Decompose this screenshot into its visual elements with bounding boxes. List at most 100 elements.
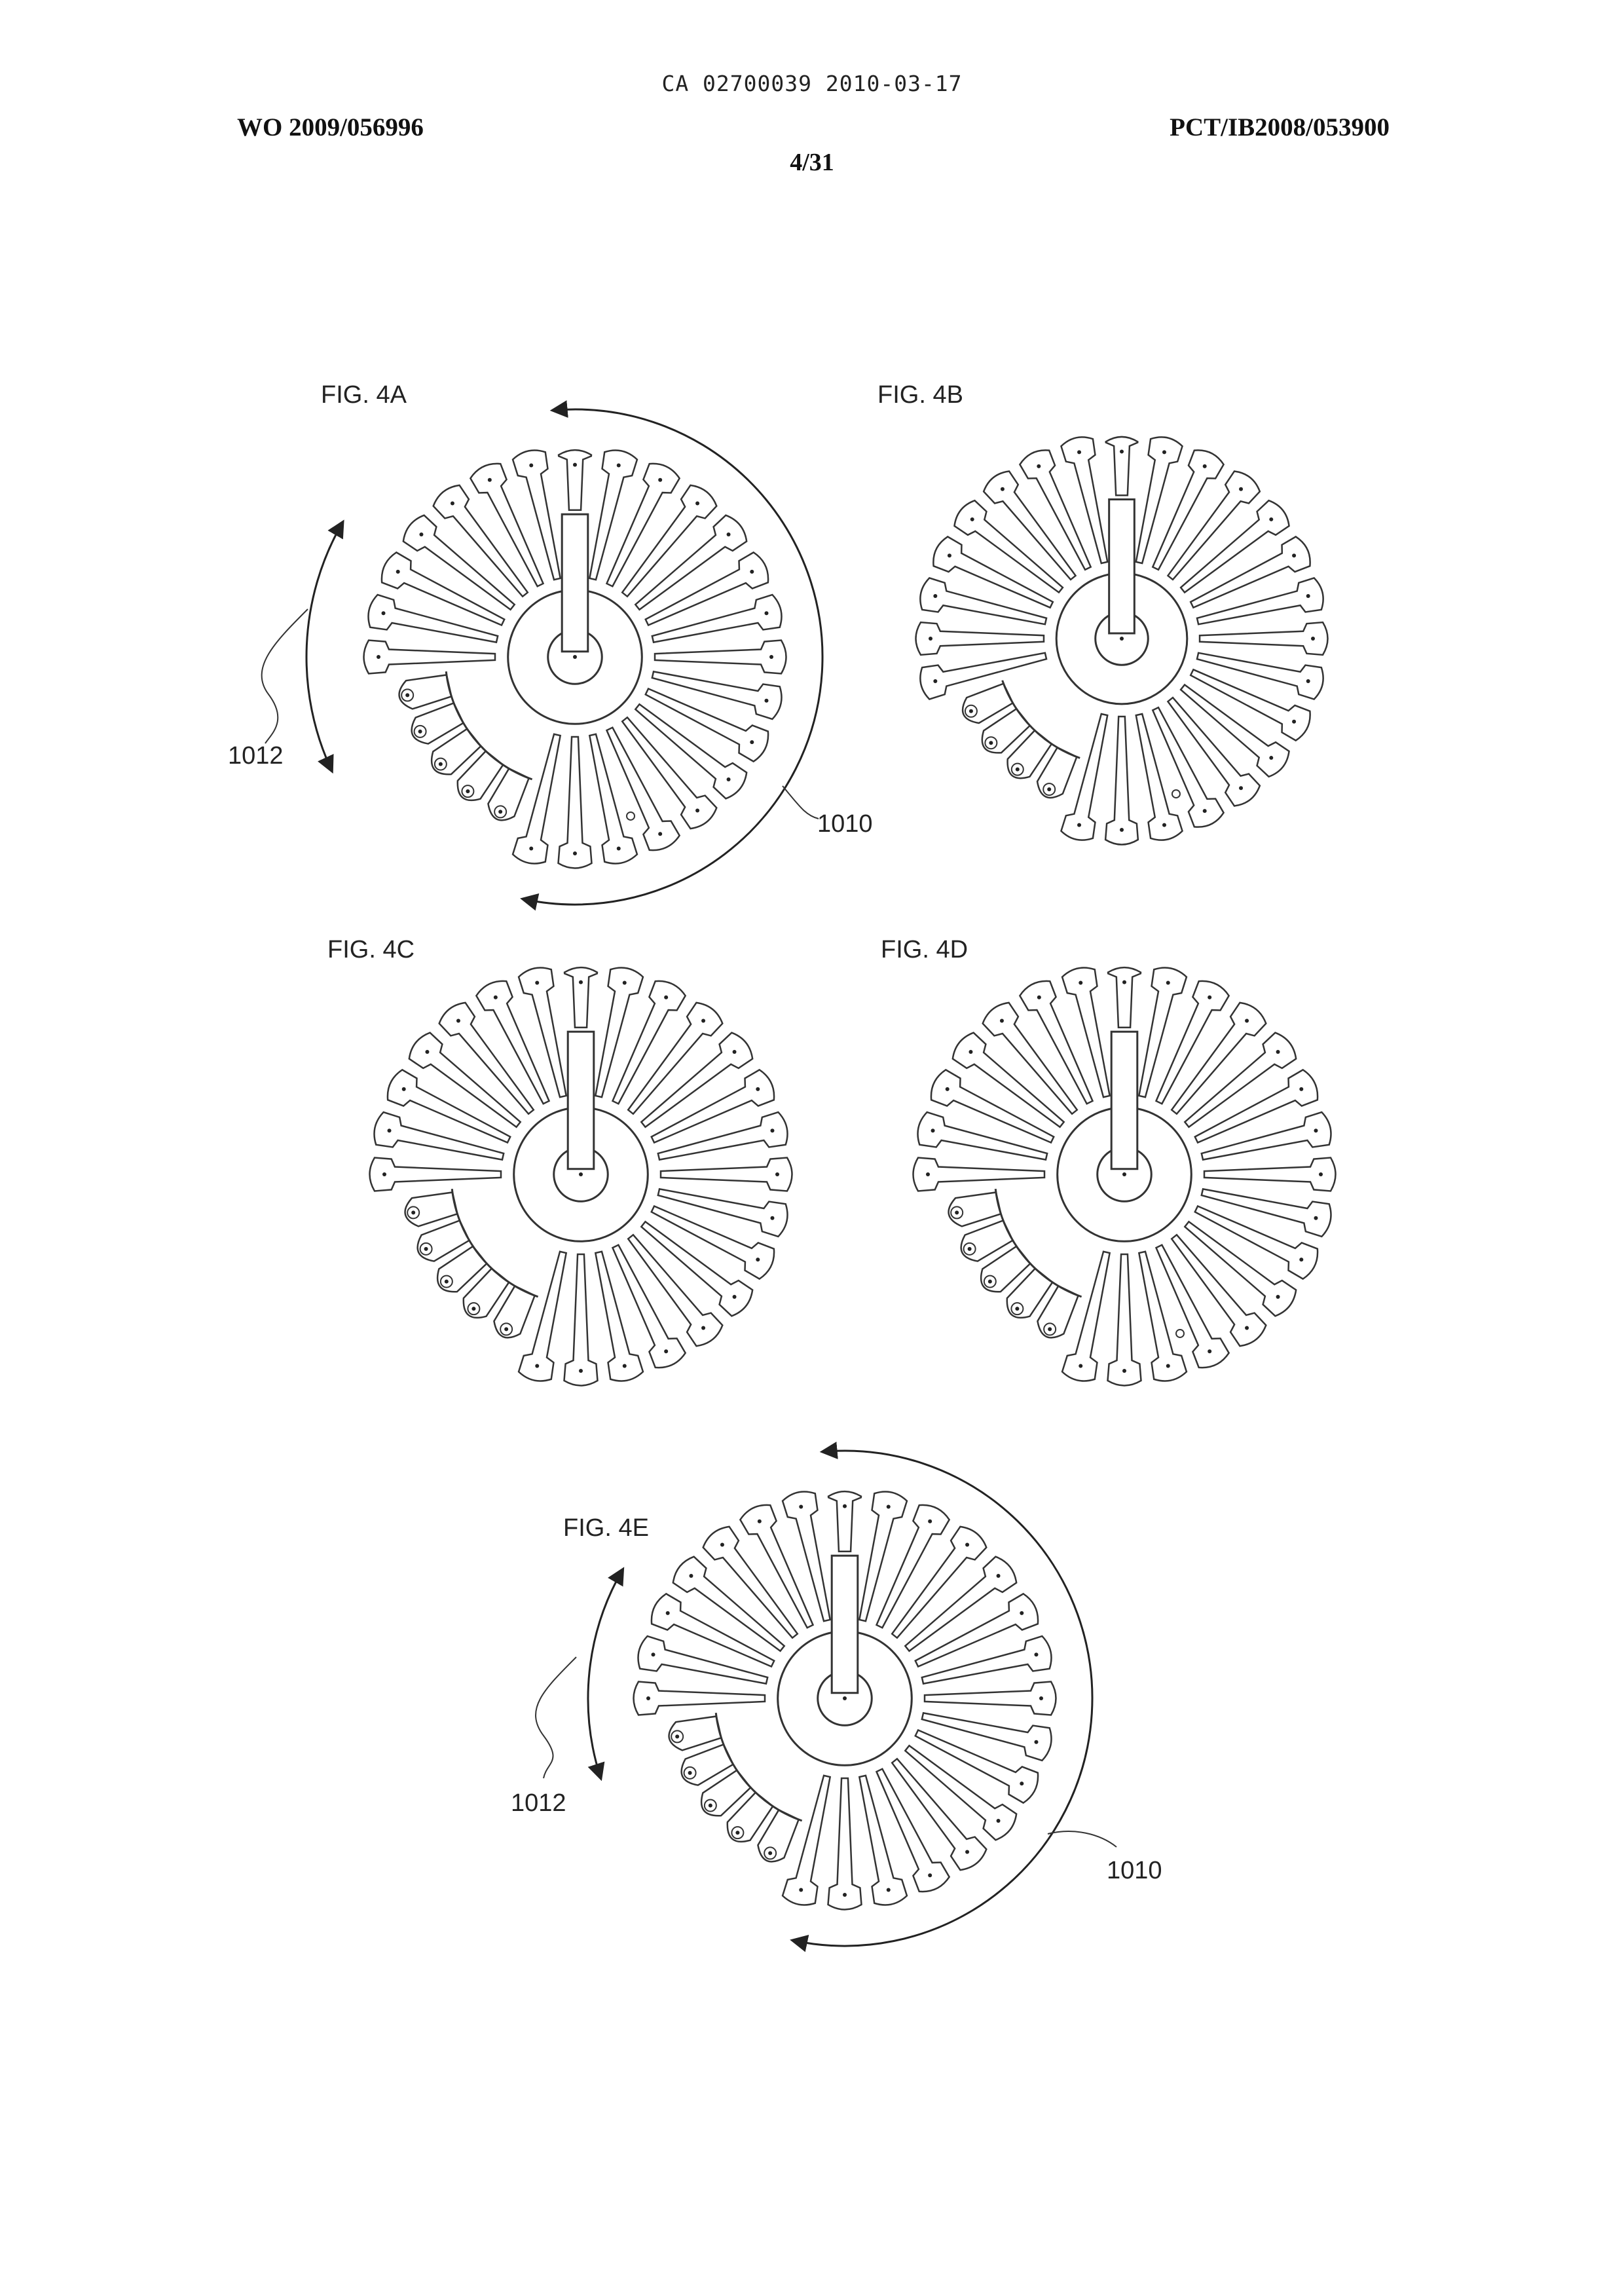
retracted-blade-hole [968,1247,972,1251]
key-blade [562,514,588,652]
retracted-blade-hole [768,1851,772,1855]
hub-dot [573,655,577,659]
blade-hole [658,478,662,482]
blade-hole [652,1652,655,1656]
key-blade [1111,1032,1137,1169]
fold-marker [1172,790,1180,798]
blade-hole [727,777,731,781]
blade [918,1112,1048,1160]
retracted-blade [405,1192,458,1226]
retracted-blade-hole [709,1804,712,1808]
retracted-blade [949,1192,1001,1226]
blade [925,1682,1056,1715]
blade [920,578,1046,624]
blade-hole [764,699,768,703]
blade-hole [769,655,773,659]
retracted-blade-hole [439,762,443,766]
blade [828,1778,862,1909]
blade-hole [701,1326,705,1330]
blade-hole [1162,823,1166,827]
blade [1200,622,1327,655]
figure-4d: FIG. 4D [881,936,1335,1385]
blade-hole [933,594,937,598]
blade-hole [664,1349,668,1353]
fold-marker [1176,1330,1184,1337]
carousel-wheel-4b [916,437,1328,845]
ref-1010-4a: 1010 [817,810,873,838]
hub-dot [1122,1172,1126,1176]
blade-hole [1208,1349,1211,1353]
blade-hole [689,1574,693,1578]
blade-hole [1314,1216,1318,1220]
figure-4c: FIG. 4C [327,936,792,1385]
blade-hole [750,570,754,574]
key-blade-tip [1106,437,1138,495]
blade [1197,653,1323,700]
leader-line-1012-4e [536,1657,576,1778]
leader-line-1010-4e [1048,1831,1116,1847]
retracted-blade-hole [1015,1307,1019,1311]
blade-hole [1034,1652,1038,1656]
blade-hole [733,1295,737,1299]
blade [652,595,782,643]
retracted-blade-hole [504,1327,508,1331]
blade-hole [1269,756,1273,760]
blade [1108,1254,1141,1385]
blade-hole [720,1542,724,1546]
blade [1202,1112,1331,1160]
blade-hole [695,809,699,813]
blade-hole [535,981,539,985]
blade [634,1682,765,1715]
blade-hole [933,679,937,683]
blade-hole [775,1172,779,1176]
figure-4e-label: FIG. 4E [563,1514,649,1542]
blade-hole [997,1574,1001,1578]
blade-hole [969,1050,972,1054]
blade-hole [946,1087,950,1091]
blade-hole [579,980,583,984]
rotation-arrow-1012-4e [588,1570,623,1778]
hub-dot [1120,637,1124,641]
retracted-blade [399,675,452,709]
blade-hole [1001,487,1005,491]
fold-marker [627,812,635,820]
blade-hole [799,1505,803,1509]
blade-hole [1037,464,1041,468]
blade-hole [1162,450,1166,454]
blade [1204,1158,1335,1191]
blade [519,968,566,1098]
retracted-blade [669,1716,722,1750]
retracted-blade-hole [1047,787,1051,791]
blade-hole [970,517,974,521]
blade-hole [573,463,577,467]
blade-hole [1122,1369,1126,1373]
blade [658,1112,788,1160]
blade [375,1112,504,1160]
blade-hole [770,1129,774,1132]
ref-1010-4e: 1010 [1107,1857,1162,1884]
blade-hole [1306,594,1310,598]
blade [655,641,786,674]
blade-hole [1311,637,1315,641]
blade [595,1252,643,1381]
blade-hole [617,846,621,850]
blade-hole [1245,1326,1249,1330]
blade-hole [1239,487,1243,491]
blade-hole [382,611,386,615]
blade-hole [887,1888,891,1892]
blade-hole [965,1542,969,1546]
retracted-blade-hole [498,810,502,813]
carousel-wheel-4d [913,967,1336,1385]
retracted-blade-hole [988,1280,992,1284]
blade-hole [1079,981,1082,985]
blade-hole [1299,1087,1303,1091]
blade-hole [1239,786,1243,790]
hub-dot [579,1172,583,1176]
blade [369,595,498,643]
blade [916,622,1044,655]
blade-hole [1037,996,1041,999]
retracted-blade-hole [418,730,422,734]
blade-hole [1020,1611,1024,1615]
figure-4b-label: FIG. 4B [877,381,963,409]
